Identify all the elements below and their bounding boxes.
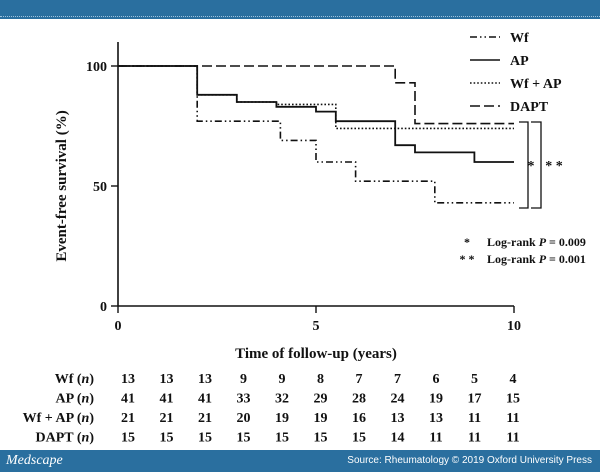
risk-table-cell: 11	[506, 411, 519, 426]
risk-table-cell: 11	[468, 431, 481, 446]
risk-table-cell: 17	[468, 392, 482, 407]
x-tick-label: 10	[507, 319, 521, 334]
risk-table-cell: 19	[429, 392, 443, 407]
risk-table-cell: 29	[314, 392, 328, 407]
y-tick-label: 0	[100, 300, 107, 315]
series-line-wf	[118, 65, 514, 204]
risk-table-group-label: Wf (n)	[55, 372, 95, 387]
risk-table-cell: 19	[314, 411, 328, 426]
risk-table-cell: 21	[198, 411, 212, 426]
risk-table-group-label: DAPT (n)	[36, 431, 95, 446]
significance-marker-double: * *	[545, 159, 563, 174]
risk-table-cell: 21	[160, 411, 174, 426]
risk-table-cell: 28	[352, 392, 366, 407]
risk-table-cell: 21	[121, 411, 135, 426]
medscape-logo: Medscape	[6, 453, 63, 468]
risk-table-cell: 19	[275, 411, 289, 426]
risk-table-cell: 15	[237, 431, 251, 446]
risk-table-cell: 7	[356, 372, 363, 387]
y-tick-label: 50	[93, 180, 107, 195]
risk-table-cell: 11	[429, 431, 442, 446]
pvalue-marker: * *	[460, 252, 475, 266]
x-tick-label: 0	[115, 319, 122, 334]
risk-table-cell: 15	[275, 431, 289, 446]
significance-bracket-1	[519, 121, 529, 209]
risk-table-cell: 13	[391, 411, 405, 426]
survival-chart: 0 50 100 0 5 10 Time of follow-up (years) Event…	[23, 31, 586, 446]
risk-table-cell: 14	[391, 431, 405, 446]
legend-label: Wf + AP	[510, 77, 562, 92]
significance-marker-single: *	[528, 159, 535, 174]
risk-table-cell: 13	[121, 372, 135, 387]
risk-table-cell: 24	[391, 392, 405, 407]
risk-table-cell: 15	[314, 431, 328, 446]
risk-table-cell: 15	[121, 431, 135, 446]
risk-table-cell: 5	[471, 372, 478, 387]
pvalue-text: Log-rank P = 0.009	[487, 235, 586, 249]
x-tick-label: 5	[313, 319, 320, 334]
legend-label: DAPT	[510, 100, 549, 115]
risk-table-cell: 15	[198, 431, 212, 446]
risk-table-cell: 15	[352, 431, 366, 446]
risk-table-group-label: Wf + AP (n)	[23, 411, 95, 426]
risk-table-cell: 9	[279, 372, 286, 387]
risk-table-cell: 15	[506, 392, 520, 407]
risk-table-cell: 4	[510, 372, 517, 387]
header-dotted-line	[0, 16, 600, 17]
risk-table-cell: 13	[429, 411, 443, 426]
series-line-wf-ap	[118, 65, 514, 130]
risk-table-group-label: AP (n)	[55, 392, 94, 407]
source-credit: Source: Rheumatology © 2019 Oxford Unive…	[347, 455, 592, 466]
series-line-dapt	[118, 65, 514, 125]
risk-table-cell: 7	[394, 372, 401, 387]
legend-label: AP	[510, 54, 529, 69]
legend-label: Wf	[510, 31, 529, 46]
significance-bracket-2	[531, 121, 542, 209]
pvalue-marker: *	[464, 235, 470, 249]
risk-table-cell: 9	[240, 372, 247, 387]
risk-table-cell: 11	[468, 411, 481, 426]
risk-table-cell: 11	[506, 431, 519, 446]
risk-table-cell: 6	[433, 372, 440, 387]
risk-table-cell: 41	[198, 392, 212, 407]
y-axis-label: Event-free survival (%)	[54, 110, 70, 261]
y-tick-label: 100	[86, 60, 107, 75]
risk-table-cell: 33	[237, 392, 251, 407]
series-line-ap	[118, 65, 514, 163]
header-bar	[0, 0, 600, 19]
risk-table-cell: 8	[317, 372, 324, 387]
risk-table-cell: 32	[275, 392, 289, 407]
risk-table-cell: 15	[160, 431, 174, 446]
risk-table-cell: 13	[160, 372, 174, 387]
footer-bar: Medscape Source: Rheumatology © 2019 Oxf…	[0, 450, 600, 472]
risk-table-cell: 16	[352, 411, 366, 426]
pvalue-text: Log-rank P = 0.001	[487, 252, 586, 266]
risk-table-cell: 20	[237, 411, 251, 426]
x-axis-label: Time of follow-up (years)	[235, 346, 397, 362]
risk-table-cell: 41	[160, 392, 174, 407]
risk-table-cell: 41	[121, 392, 135, 407]
risk-table-cell: 13	[198, 372, 212, 387]
